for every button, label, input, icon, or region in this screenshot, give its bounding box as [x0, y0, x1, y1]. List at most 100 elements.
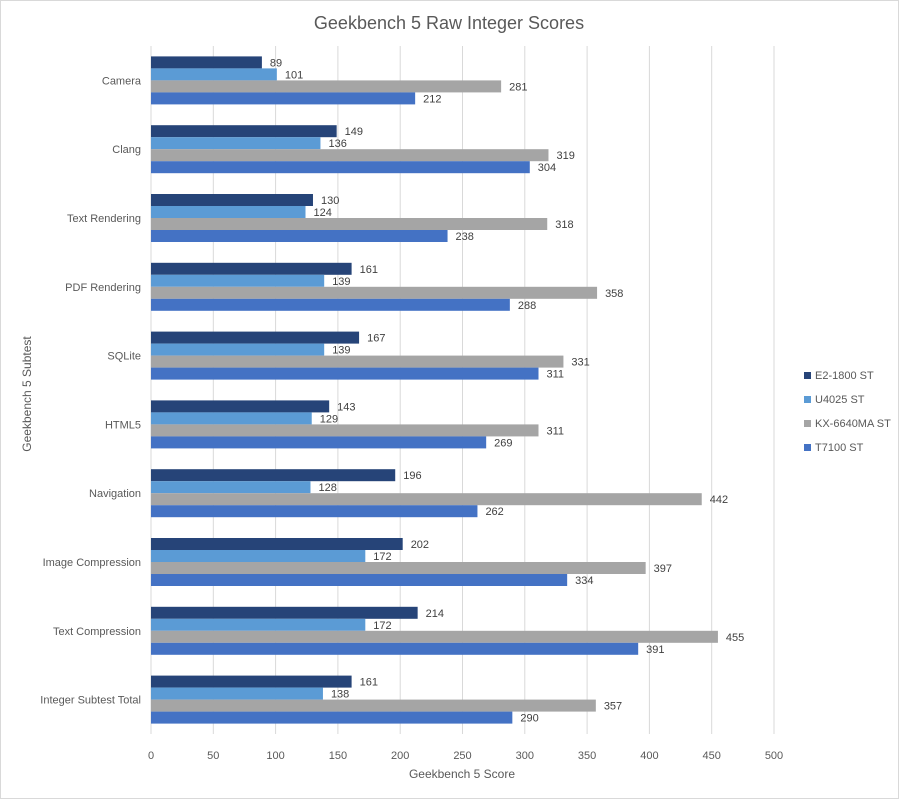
category-label-image-compression: Image Compression	[43, 557, 141, 569]
data-label: 138	[331, 689, 349, 701]
data-label: 319	[556, 150, 574, 162]
y-axis-title: Geekbench 5 Subtest	[20, 336, 34, 452]
data-label: 311	[547, 425, 565, 437]
x-tick-label: 200	[391, 750, 409, 762]
data-label: 139	[332, 345, 350, 357]
data-label: 357	[604, 701, 622, 713]
bar-integer-subtest-total-u4025-st	[151, 687, 323, 700]
data-label: 129	[320, 413, 338, 425]
bars	[151, 56, 718, 724]
bar-text-rendering-t7100-st	[151, 230, 448, 242]
data-label: 391	[646, 644, 664, 656]
bar-clang-kx-6640ma-st	[151, 149, 549, 162]
data-label: 124	[314, 207, 332, 219]
data-label: 212	[423, 93, 441, 105]
category-label-navigation: Navigation	[89, 488, 141, 500]
data-label: 290	[520, 713, 538, 725]
x-tick-label: 400	[640, 750, 658, 762]
bar-image-compression-u4025-st	[151, 550, 366, 562]
x-tick-label: 300	[516, 750, 534, 762]
x-tick-label: 450	[703, 750, 721, 762]
bar-clang-u4025-st	[151, 137, 321, 150]
legend-swatch-e2-1800-st	[804, 372, 811, 379]
legend-swatch-u4025-st	[804, 396, 811, 403]
bar-image-compression-kx-6640ma-st	[151, 562, 646, 574]
data-label: 318	[555, 219, 573, 231]
bar-navigation-kx-6640ma-st	[151, 493, 702, 506]
legend-label-e2-1800-st: E2-1800 ST	[815, 370, 874, 382]
bar-text-rendering-kx-6640ma-st	[151, 218, 548, 230]
bar-pdf-rendering-kx-6640ma-st	[151, 286, 598, 299]
bar-integer-subtest-total-t7100-st	[151, 711, 513, 724]
category-label-html5: HTML5	[105, 419, 141, 431]
x-tick-label: 50	[207, 750, 219, 762]
bar-navigation-t7100-st	[151, 505, 478, 518]
data-label: 139	[332, 276, 350, 288]
x-tick-label: 100	[266, 750, 284, 762]
data-label: 101	[285, 69, 303, 81]
legend-label-kx-6640ma-st: KX-6640MA ST	[815, 418, 891, 430]
bar-camera-u4025-st	[151, 68, 277, 81]
data-label: 269	[494, 437, 512, 449]
data-label: 397	[654, 563, 672, 575]
bar-html5-u4025-st	[151, 412, 312, 425]
x-tick-label: 0	[148, 750, 154, 762]
bar-pdf-rendering-e2-1800-st	[151, 262, 352, 275]
category-label-camera: Camera	[102, 75, 142, 87]
x-tick-labels: 0 50 100 150 200 250 300 350 400 450 500	[148, 750, 783, 762]
bar-text-compression-e2-1800-st	[151, 606, 418, 619]
bar-camera-e2-1800-st	[151, 56, 262, 69]
bar-text-rendering-u4025-st	[151, 206, 306, 218]
bar-html5-t7100-st	[151, 436, 487, 449]
bar-image-compression-e2-1800-st	[151, 538, 403, 550]
data-label: 238	[456, 231, 474, 243]
data-label: 130	[321, 195, 339, 207]
x-tick-label: 250	[453, 750, 471, 762]
bar-sqlite-kx-6640ma-st	[151, 355, 564, 368]
data-label: 136	[328, 138, 346, 150]
data-label: 358	[605, 288, 623, 300]
bar-sqlite-e2-1800-st	[151, 331, 360, 344]
bar-image-compression-t7100-st	[151, 574, 568, 586]
chart-title: Geekbench 5 Raw Integer Scores	[314, 13, 584, 33]
data-label: 311	[547, 369, 565, 381]
bar-sqlite-u4025-st	[151, 343, 325, 356]
x-tick-label: 500	[765, 750, 783, 762]
bar-text-compression-kx-6640ma-st	[151, 630, 718, 643]
bar-integer-subtest-total-kx-6640ma-st	[151, 699, 596, 712]
legend-label-t7100-st: T7100 ST	[815, 442, 864, 454]
bar-text-compression-u4025-st	[151, 618, 366, 631]
legend-label-u4025-st: U4025 ST	[815, 394, 865, 406]
data-label: 172	[373, 551, 391, 563]
data-label: 442	[710, 494, 728, 506]
data-label: 202	[411, 539, 429, 551]
category-labels: Camera Clang Text Rendering PDF Rendering SQ…	[40, 75, 142, 706]
legend-swatch-t7100-st	[804, 444, 811, 451]
data-label: 143	[337, 401, 355, 413]
data-label: 455	[726, 632, 744, 644]
bar-html5-kx-6640ma-st	[151, 424, 539, 437]
legend-swatch-kx-6640ma-st	[804, 420, 811, 427]
bar-navigation-e2-1800-st	[151, 469, 396, 482]
bar-text-rendering-e2-1800-st	[151, 194, 313, 206]
legend: E2-1800 ST U4025 ST KX-6640MA ST T7100 ST	[804, 370, 891, 454]
bar-navigation-u4025-st	[151, 481, 311, 494]
data-label: 281	[509, 81, 527, 93]
data-label: 172	[373, 620, 391, 632]
bar-sqlite-t7100-st	[151, 367, 539, 380]
category-label-text-rendering: Text Rendering	[67, 213, 141, 225]
data-label: 331	[571, 357, 589, 369]
category-label-pdf-rendering: PDF Rendering	[65, 282, 141, 294]
bar-integer-subtest-total-e2-1800-st	[151, 675, 352, 688]
bar-clang-e2-1800-st	[151, 125, 337, 138]
data-label: 89	[270, 57, 282, 69]
bar-text-compression-t7100-st	[151, 642, 639, 655]
data-label: 214	[426, 608, 444, 620]
category-label-clang: Clang	[112, 144, 141, 156]
bar-camera-t7100-st	[151, 92, 416, 105]
data-label: 161	[360, 264, 378, 276]
category-label-integer-subtest-total: Integer Subtest Total	[40, 695, 141, 707]
